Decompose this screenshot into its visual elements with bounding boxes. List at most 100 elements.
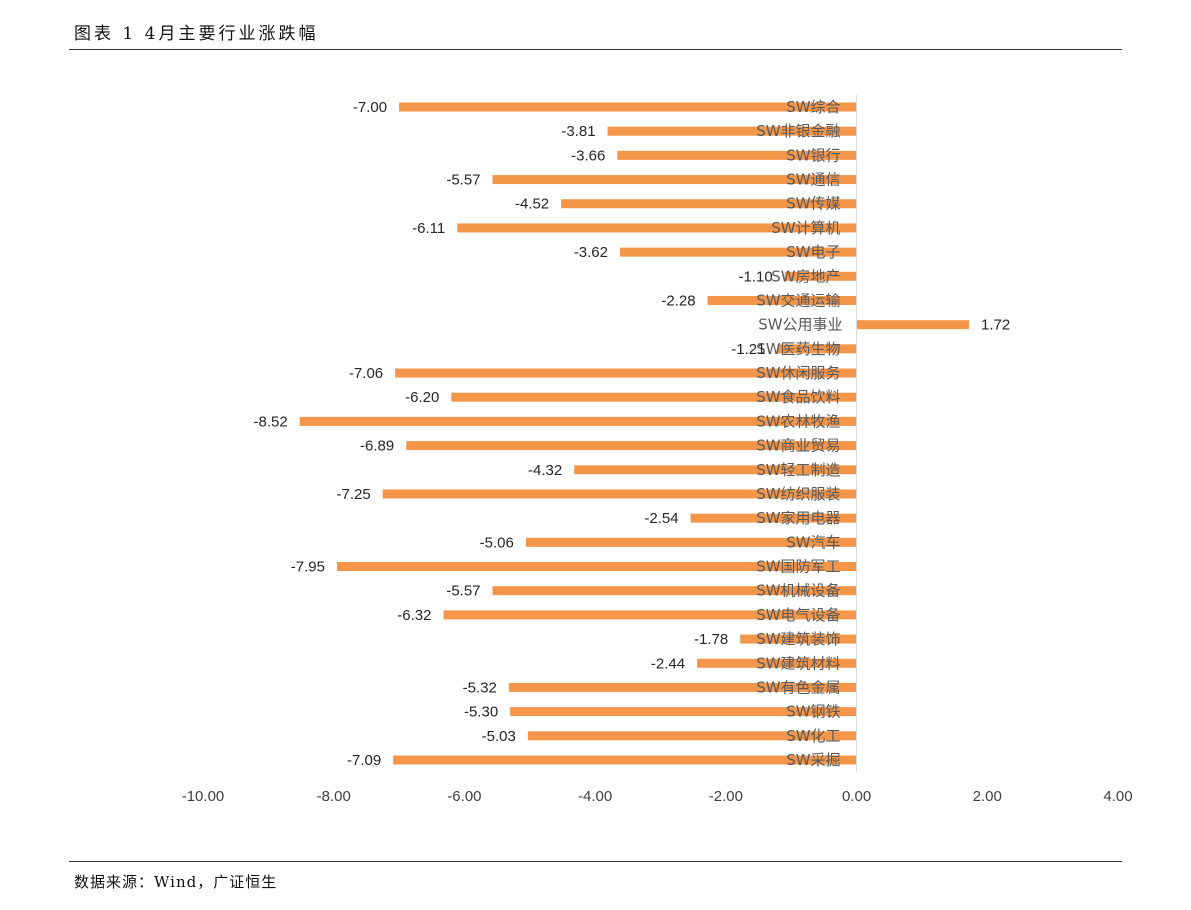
value-label: 1.72: [981, 317, 1010, 334]
bottom-divider: [69, 861, 1122, 862]
value-label: -6.89: [360, 438, 394, 455]
category-label: SW银行: [786, 146, 840, 164]
x-tick-label: 0.00: [842, 788, 871, 805]
bar: [784, 271, 857, 281]
value-label: -6.32: [397, 607, 431, 624]
category-labels-group: SW综合 SW非银金融 SW银行 SW通信 SW传媒 SW计算机 SW电子 SW房地产 SW交通…: [756, 98, 842, 769]
figure-title: 图表 1 4月主要行业涨跌幅: [74, 24, 319, 44]
value-label: -6.11: [412, 220, 445, 237]
category-label: SW传媒: [786, 195, 840, 213]
x-tick-label: 2.00: [973, 788, 1002, 805]
value-label: -7.09: [347, 752, 381, 769]
bar: [527, 731, 857, 741]
bar: [492, 586, 857, 596]
value-label: -2.28: [661, 292, 695, 309]
bar: [299, 416, 857, 426]
value-label: -5.03: [482, 728, 516, 745]
x-tick-label: -4.00: [578, 788, 612, 805]
category-label: SW轻工制造: [756, 461, 840, 479]
category-label: SW采掘: [786, 751, 840, 769]
value-labels-group: -7.00 -3.81 -3.66 -5.57 -4.52 -6.11 -3.62 -1.10…: [254, 99, 1011, 769]
category-label: SW医药生物: [756, 340, 840, 358]
x-tick-label: 4.00: [1103, 788, 1132, 805]
value-label: -4.32: [528, 462, 562, 479]
value-label: -1.21: [731, 341, 765, 358]
value-label: -8.52: [254, 413, 288, 430]
bar: [443, 610, 857, 620]
value-label: -2.54: [644, 510, 678, 527]
category-label: SW建筑材料: [756, 654, 840, 672]
bar: [574, 465, 857, 475]
category-label: SW交通运输: [756, 291, 840, 309]
bar: [510, 707, 857, 717]
category-label: SW非银金融: [756, 122, 840, 140]
bars-group: [299, 102, 969, 765]
value-label: -2.44: [651, 655, 685, 672]
category-label: SW休闲服务: [756, 364, 840, 382]
value-label: -3.81: [561, 123, 595, 140]
value-label: -5.32: [463, 679, 497, 696]
category-label: SW公用事业: [758, 316, 842, 334]
bar: [406, 441, 857, 451]
category-label: SW食品饮料: [756, 388, 840, 406]
value-label: -4.52: [515, 196, 549, 213]
category-label: SW钢铁: [786, 703, 840, 721]
category-label: SW商业贸易: [756, 437, 840, 455]
value-label: -5.06: [480, 534, 514, 551]
category-label: SW农林牧渔: [756, 412, 840, 430]
value-label: -7.06: [349, 365, 383, 382]
value-label: -7.00: [353, 99, 387, 116]
value-label: -7.25: [337, 486, 371, 503]
bar: [777, 344, 857, 354]
value-label: -1.10: [738, 268, 772, 285]
x-tick-label: -8.00: [317, 788, 351, 805]
value-label: -3.62: [574, 244, 608, 261]
x-tick-label: -10.00: [182, 788, 225, 805]
bar: [607, 126, 857, 136]
bar: [382, 489, 857, 499]
category-label: SW机械设备: [756, 582, 840, 600]
bar: [690, 513, 857, 523]
category-label: SW电子: [786, 243, 840, 261]
value-label: -1.78: [694, 631, 728, 648]
bar: [492, 175, 857, 185]
source-note: 数据来源：Wind，广证恒生: [74, 873, 278, 891]
category-label: SW电气设备: [756, 606, 840, 624]
category-label: SW纺织服装: [756, 485, 840, 503]
value-label: -3.66: [571, 147, 605, 164]
category-label: SW有色金属: [756, 678, 840, 696]
category-label: SW房地产: [771, 267, 840, 285]
category-label: SW综合: [786, 98, 840, 116]
category-label: SW汽车: [786, 533, 840, 551]
value-label: -5.57: [446, 583, 480, 600]
x-tick-labels-group: -10.00 -8.00 -6.00 -4.00 -2.00 0.00 2.00 4.00: [182, 788, 1133, 805]
bar: [451, 392, 857, 402]
x-tick-label: -6.00: [447, 788, 481, 805]
bar: [617, 150, 857, 160]
bar: [740, 634, 857, 644]
category-label: SW化工: [786, 727, 840, 745]
category-label: SW家用电器: [756, 509, 840, 527]
bar: [619, 247, 857, 257]
bar: [336, 562, 857, 572]
value-label: -6.20: [405, 389, 439, 406]
bar: [395, 368, 857, 378]
bar: [399, 102, 857, 112]
bar: [856, 320, 969, 330]
bar: [393, 755, 857, 765]
value-label: -7.95: [291, 559, 325, 576]
bar: [457, 223, 857, 233]
value-label: -5.57: [446, 172, 480, 189]
bar: [525, 537, 857, 547]
bar: [561, 199, 857, 209]
bar: [508, 682, 857, 692]
top-divider: [69, 49, 1122, 50]
bar: [707, 295, 857, 305]
x-tick-label: -2.00: [709, 788, 743, 805]
category-label: SW建筑装饰: [756, 630, 840, 648]
bar: [697, 658, 857, 668]
category-label: SW国防军工: [756, 558, 840, 576]
category-label: SW通信: [786, 171, 840, 189]
category-label: SW计算机: [771, 219, 840, 237]
